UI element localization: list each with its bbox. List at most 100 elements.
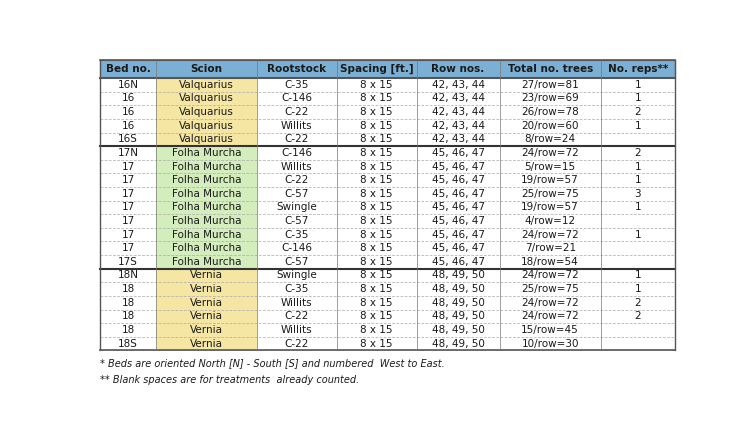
Text: Folha Murcha: Folha Murcha: [172, 175, 241, 185]
Text: Row nos.: Row nos.: [432, 64, 485, 74]
Text: 18: 18: [122, 312, 135, 321]
Text: 20/row=60: 20/row=60: [522, 121, 579, 131]
Text: 45, 46, 47: 45, 46, 47: [432, 175, 485, 185]
Text: C-22: C-22: [285, 175, 309, 185]
Text: C-22: C-22: [285, 134, 309, 144]
Text: C-57: C-57: [285, 189, 309, 199]
Bar: [156, 201, 257, 214]
Text: 16N: 16N: [117, 80, 138, 90]
Text: ** Blank spaces are for treatments  already counted.: ** Blank spaces are for treatments alrea…: [101, 375, 360, 385]
Text: 1: 1: [634, 175, 641, 185]
Text: Folha Murcha: Folha Murcha: [172, 216, 241, 226]
Text: 19/row=57: 19/row=57: [522, 203, 579, 213]
Text: C-35: C-35: [285, 80, 309, 90]
Text: 2: 2: [634, 148, 641, 158]
Text: 42, 43, 44: 42, 43, 44: [432, 134, 485, 144]
Text: 5/row=15: 5/row=15: [525, 162, 576, 172]
Bar: [101, 255, 674, 269]
Bar: [101, 337, 674, 350]
Text: 10/row=30: 10/row=30: [522, 338, 579, 349]
Bar: [101, 214, 674, 228]
Bar: [156, 78, 257, 92]
Text: 45, 46, 47: 45, 46, 47: [432, 189, 485, 199]
Text: 8 x 15: 8 x 15: [361, 298, 393, 308]
Text: 1: 1: [634, 93, 641, 104]
Bar: [156, 92, 257, 105]
Text: 8 x 15: 8 x 15: [361, 107, 393, 117]
Text: 8 x 15: 8 x 15: [361, 257, 393, 267]
Text: Spacing [ft.]: Spacing [ft.]: [340, 64, 414, 74]
Text: 26/row=78: 26/row=78: [522, 107, 579, 117]
Text: Willits: Willits: [281, 298, 313, 308]
Text: 24/row=72: 24/row=72: [522, 229, 579, 240]
Text: 42, 43, 44: 42, 43, 44: [432, 121, 485, 131]
Text: Willits: Willits: [281, 162, 313, 172]
Text: Folha Murcha: Folha Murcha: [172, 243, 241, 253]
Text: 16S: 16S: [118, 134, 138, 144]
Text: Valquarius: Valquarius: [179, 121, 234, 131]
Bar: [156, 173, 257, 187]
Text: C-146: C-146: [281, 148, 312, 158]
Text: 8 x 15: 8 x 15: [361, 243, 393, 253]
Text: C-146: C-146: [281, 93, 312, 104]
Bar: [156, 269, 257, 282]
Bar: [101, 201, 674, 214]
Text: Scion: Scion: [191, 64, 222, 74]
Bar: [156, 337, 257, 350]
Text: Folha Murcha: Folha Murcha: [172, 203, 241, 213]
Bar: [101, 282, 674, 296]
Text: 2: 2: [634, 107, 641, 117]
Text: C-146: C-146: [281, 243, 312, 253]
Text: 17: 17: [122, 175, 135, 185]
Text: 45, 46, 47: 45, 46, 47: [432, 162, 485, 172]
Text: 8 x 15: 8 x 15: [361, 189, 393, 199]
Bar: [101, 60, 674, 78]
Text: Folha Murcha: Folha Murcha: [172, 257, 241, 267]
Text: Folha Murcha: Folha Murcha: [172, 162, 241, 172]
Text: 17S: 17S: [118, 257, 138, 267]
Text: 1: 1: [634, 121, 641, 131]
Text: 45, 46, 47: 45, 46, 47: [432, 243, 485, 253]
Text: C-57: C-57: [285, 257, 309, 267]
Text: 17: 17: [122, 229, 135, 240]
Text: 23/row=69: 23/row=69: [522, 93, 579, 104]
Bar: [101, 323, 674, 337]
Bar: [156, 105, 257, 119]
Text: Swingle: Swingle: [277, 203, 318, 213]
Text: 8 x 15: 8 x 15: [361, 175, 393, 185]
Text: 18/row=54: 18/row=54: [522, 257, 579, 267]
Bar: [156, 323, 257, 337]
Text: C-57: C-57: [285, 216, 309, 226]
Text: Total no. trees: Total no. trees: [507, 64, 593, 74]
Text: 18: 18: [122, 325, 135, 335]
Text: 42, 43, 44: 42, 43, 44: [432, 80, 485, 90]
Text: 48, 49, 50: 48, 49, 50: [432, 298, 485, 308]
Text: Valquarius: Valquarius: [179, 80, 234, 90]
Text: 18S: 18S: [118, 338, 138, 349]
Text: Folha Murcha: Folha Murcha: [172, 229, 241, 240]
Bar: [156, 296, 257, 309]
Text: 17: 17: [122, 243, 135, 253]
Text: 8 x 15: 8 x 15: [361, 80, 393, 90]
Bar: [156, 242, 257, 255]
Text: 8 x 15: 8 x 15: [361, 229, 393, 240]
Bar: [156, 214, 257, 228]
Text: 24/row=72: 24/row=72: [522, 312, 579, 321]
Text: C-22: C-22: [285, 312, 309, 321]
Text: C-22: C-22: [285, 338, 309, 349]
Text: 16: 16: [122, 121, 135, 131]
Bar: [156, 228, 257, 242]
Text: 8 x 15: 8 x 15: [361, 203, 393, 213]
Bar: [156, 187, 257, 201]
Text: 48, 49, 50: 48, 49, 50: [432, 338, 485, 349]
Text: C-35: C-35: [285, 229, 309, 240]
Text: 25/row=75: 25/row=75: [522, 284, 579, 294]
Bar: [156, 133, 257, 146]
Bar: [101, 296, 674, 309]
Text: 45, 46, 47: 45, 46, 47: [432, 257, 485, 267]
Text: 8 x 15: 8 x 15: [361, 162, 393, 172]
Text: * Beds are oriented North [N] - South [S] and numbered  West to East.: * Beds are oriented North [N] - South [S…: [101, 359, 445, 368]
Text: 8 x 15: 8 x 15: [361, 216, 393, 226]
Text: 24/row=72: 24/row=72: [522, 148, 579, 158]
Text: 3: 3: [634, 189, 641, 199]
